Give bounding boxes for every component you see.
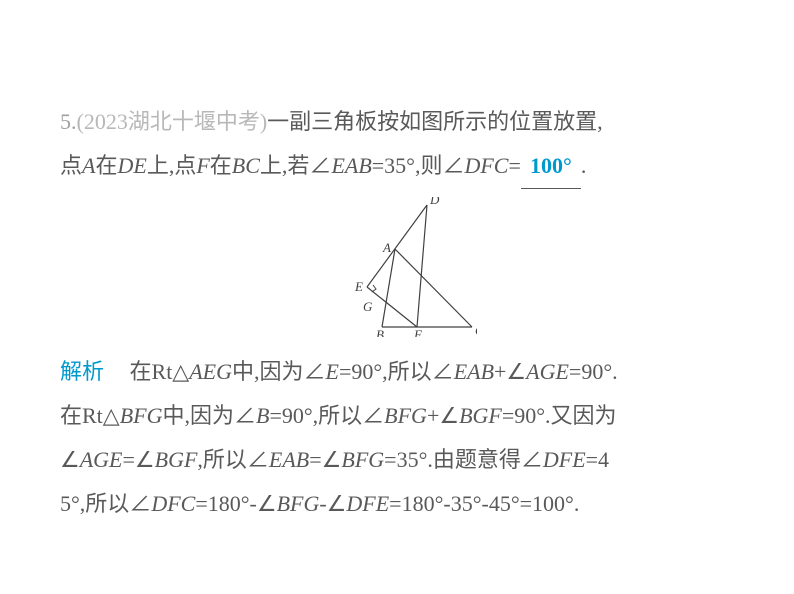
t2i: 上,若∠ <box>260 144 332 188</box>
s4a: 5°,所以∠ <box>60 491 151 516</box>
t2k: =35°,则∠ <box>372 144 465 188</box>
s2f: BFG <box>384 403 427 428</box>
svg-text:B: B <box>376 327 384 337</box>
s3i: =35°.由题意得∠ <box>384 447 543 472</box>
t2c: 在 <box>95 144 117 188</box>
svg-text:E: E <box>354 279 363 294</box>
s4d: BFG <box>277 491 320 516</box>
s3k: =4 <box>586 447 609 472</box>
s3d: BGF <box>155 447 198 472</box>
s2a: 在Rt△ <box>60 403 120 428</box>
t2d: DE <box>117 144 146 188</box>
s1e: =90°,所以∠ <box>339 359 454 384</box>
t2g: 在 <box>210 144 232 188</box>
solution-block: 解析 在Rt△AEG中,因为∠E=90°,所以∠EAB+∠AGE=90°. 在R… <box>60 350 734 526</box>
s3h: BFG <box>341 447 384 472</box>
problem-line-1: 5. (2023湖北十堰中考) 一副三角板按如图所示的位置放置, <box>60 100 734 144</box>
s1a: 在Rt△ <box>130 359 190 384</box>
t2e: 上,点 <box>147 144 197 188</box>
s2b: BFG <box>120 403 163 428</box>
s1g: +∠ <box>494 359 526 384</box>
t2m: = <box>508 144 520 188</box>
s2d: B <box>256 403 269 428</box>
triangle-diagram: D A EG B F C <box>317 197 477 337</box>
s2i: =90°.又因为 <box>502 403 617 428</box>
s3e: ,所以∠ <box>197 447 269 472</box>
s1c: 中,因为∠ <box>232 359 326 384</box>
s4g: =180°-35°-45°=100°. <box>389 491 579 516</box>
svg-text:D: D <box>429 197 440 207</box>
s2c: 中,因为∠ <box>162 403 256 428</box>
s4c: =180°-∠ <box>195 491 276 516</box>
s1i: =90°. <box>569 359 618 384</box>
period: . <box>581 144 587 188</box>
s4e: -∠ <box>319 491 346 516</box>
solution-label: 解析 <box>60 359 104 384</box>
s2h: BGF <box>459 403 502 428</box>
t2b: A <box>82 144 95 188</box>
s3a: ∠ <box>60 447 80 472</box>
t2a: 点 <box>60 144 82 188</box>
svg-text:F: F <box>413 327 423 337</box>
s3b: AGE <box>80 447 123 472</box>
problem-line-2: 点 A 在 DE 上,点 F 在 BC 上,若∠ EAB =35°,则∠ DFC… <box>60 144 734 189</box>
s1b: AEG <box>189 359 232 384</box>
s1d: E <box>326 359 339 384</box>
s2e: =90°,所以∠ <box>269 403 384 428</box>
t2f: F <box>196 144 209 188</box>
problem-text-1: 一副三角板按如图所示的位置放置, <box>267 100 603 144</box>
t2h: BC <box>232 144 260 188</box>
s1f: EAB <box>454 359 494 384</box>
s4b: DFC <box>151 491 195 516</box>
svg-text:G: G <box>363 299 373 314</box>
problem-number: 5. <box>60 100 77 144</box>
s3c: =∠ <box>123 447 155 472</box>
problem-source: (2023湖北十堰中考) <box>77 100 268 144</box>
t2l: DFC <box>464 144 508 188</box>
svg-text:C: C <box>475 323 477 337</box>
figure-container: D A EG B F C <box>60 197 734 342</box>
s3j: DFE <box>543 447 586 472</box>
answer-value: 100° <box>530 153 572 178</box>
answer-blank: 100° <box>521 144 581 189</box>
s2g: +∠ <box>427 403 459 428</box>
s3f: EAB <box>269 447 309 472</box>
s3g: =∠ <box>309 447 341 472</box>
t2j: EAB <box>331 144 371 188</box>
svg-text:A: A <box>382 240 391 255</box>
problem-block: 5. (2023湖北十堰中考) 一副三角板按如图所示的位置放置, 点 A 在 D… <box>60 100 734 189</box>
s1h: AGE <box>526 359 569 384</box>
s4f: DFE <box>346 491 389 516</box>
